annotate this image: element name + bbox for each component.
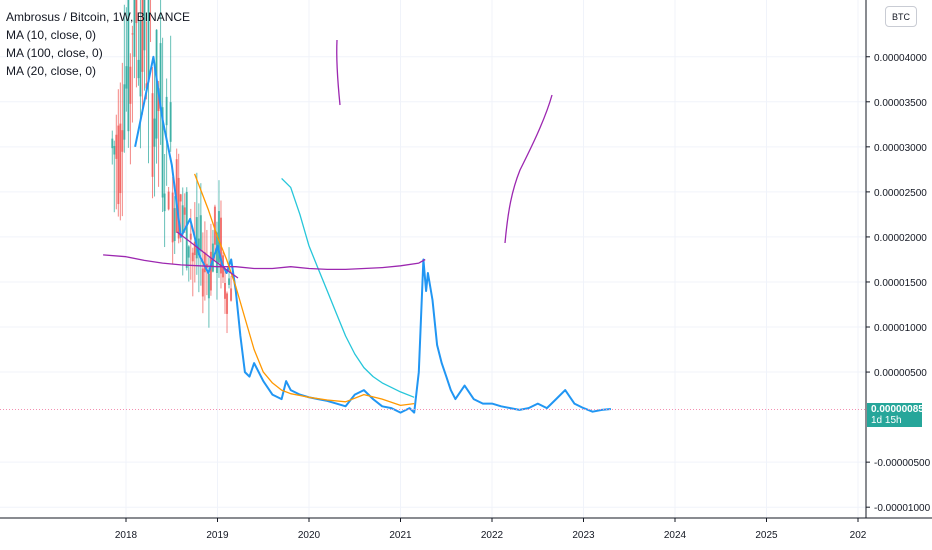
- y-tick-label: -0.00000500: [874, 458, 931, 469]
- y-tick-label: -0.00001000: [874, 503, 931, 514]
- x-tick-label: 2018: [115, 530, 138, 541]
- candle-body: [133, 0, 136, 57]
- y-tick-label: 0.00003500: [874, 98, 927, 109]
- candle-body: [119, 123, 122, 194]
- candle-body: [217, 211, 220, 263]
- candle-body: [139, 20, 142, 97]
- candle-body: [197, 238, 200, 256]
- user-drawings: [176, 39, 553, 279]
- candle-body: [207, 273, 210, 299]
- candle-body: [230, 288, 233, 301]
- candle-body: [157, 88, 160, 112]
- candle-body: [165, 96, 168, 126]
- candle-body: [215, 232, 218, 273]
- candle-body: [179, 194, 182, 202]
- candle-body: [167, 191, 170, 210]
- x-tick-label: 202: [850, 530, 867, 541]
- y-tick-label: 0.00002000: [874, 233, 927, 244]
- legend-ma20[interactable]: MA (20, close, 0): [6, 64, 97, 78]
- x-tick-label: 2021: [389, 530, 412, 541]
- legend-ma100[interactable]: MA (100, close, 0): [6, 46, 103, 60]
- candle-body: [199, 215, 202, 252]
- candle-body: [141, 0, 144, 72]
- candle-body: [191, 252, 194, 262]
- candle-body: [117, 125, 120, 205]
- candle-body: [201, 268, 204, 297]
- ma100-line: [103, 254, 426, 271]
- candle-body: [163, 193, 166, 212]
- candle-body: [171, 192, 174, 243]
- candlestick-series: [111, 0, 233, 334]
- y-tick-label: 0.00002500: [874, 188, 927, 199]
- candle-body: [226, 293, 229, 314]
- candle-body: [115, 134, 118, 159]
- x-tick-label: 2022: [481, 530, 504, 541]
- candle-body: [135, 0, 138, 24]
- candle-body: [131, 33, 134, 35]
- candle-body: [213, 206, 216, 245]
- drawn-curve-diag: [176, 231, 239, 279]
- candle-body: [147, 0, 150, 83]
- candle-body: [195, 217, 198, 259]
- candle-body: [125, 66, 128, 89]
- candle-body: [159, 43, 162, 109]
- current-price-value: 0.00000085: [871, 404, 924, 416]
- candle-body: [183, 207, 186, 215]
- chart-legend: Ambrosus / Bitcoin, 1W, BINANCE MA (10, …: [6, 8, 190, 80]
- y-tick-label: 0.00001000: [874, 323, 927, 334]
- candle-body: [153, 118, 156, 147]
- candle-body: [181, 205, 184, 233]
- ma10-line: [281, 177, 415, 398]
- candle-body: [187, 246, 190, 258]
- candle-body: [193, 241, 196, 256]
- candle-body: [143, 0, 146, 51]
- x-tick-label: 2023: [572, 530, 595, 541]
- y-tick-label: 0.00004000: [874, 53, 927, 64]
- candle-body: [169, 102, 172, 142]
- candle-body: [137, 59, 140, 79]
- y-tick-label: 0.00003000: [874, 143, 927, 154]
- x-tick-label: 2024: [664, 530, 687, 541]
- candle-body: [121, 130, 124, 152]
- candle-body: [129, 66, 132, 104]
- legend-ma10[interactable]: MA (10, close, 0): [6, 28, 97, 42]
- candle-body: [224, 282, 227, 299]
- candle-body: [203, 252, 206, 273]
- candle-body: [123, 84, 126, 140]
- y-tick-label: 0.00000500: [874, 368, 927, 379]
- candle-body: [127, 0, 130, 132]
- current-price-countdown: 1d 15h: [871, 415, 902, 427]
- candle-body: [209, 251, 212, 291]
- candle-body: [189, 233, 192, 240]
- price-axis[interactable]: 0.00004000 0.00003500 0.00003000 0.00002500…: [866, 53, 931, 514]
- drawn-curve-right: [504, 94, 553, 244]
- candle-body: [151, 93, 154, 177]
- currency-button[interactable]: BTC: [885, 6, 917, 27]
- x-tick-label: 2020: [298, 530, 321, 541]
- current-price-tag: 0.00000085 1d 15h: [867, 403, 924, 428]
- time-axis[interactable]: 2018 2019 2020 2021 2022 2023 2024 2025 202: [115, 518, 867, 541]
- candle-body: [161, 107, 164, 198]
- x-tick-label: 2019: [206, 530, 229, 541]
- ma20-line: [193, 173, 415, 407]
- legend-title: Ambrosus / Bitcoin, 1W, BINANCE: [6, 10, 191, 24]
- x-tick-label: 2025: [755, 530, 778, 541]
- candle-body: [185, 191, 188, 268]
- drawn-curve-left: [336, 39, 341, 106]
- candle-body: [111, 138, 114, 149]
- candle-body: [173, 208, 176, 241]
- candle-body: [228, 278, 231, 285]
- y-tick-label: 0.00001500: [874, 278, 927, 289]
- candle-body: [113, 145, 116, 155]
- candle-body: [177, 177, 180, 239]
